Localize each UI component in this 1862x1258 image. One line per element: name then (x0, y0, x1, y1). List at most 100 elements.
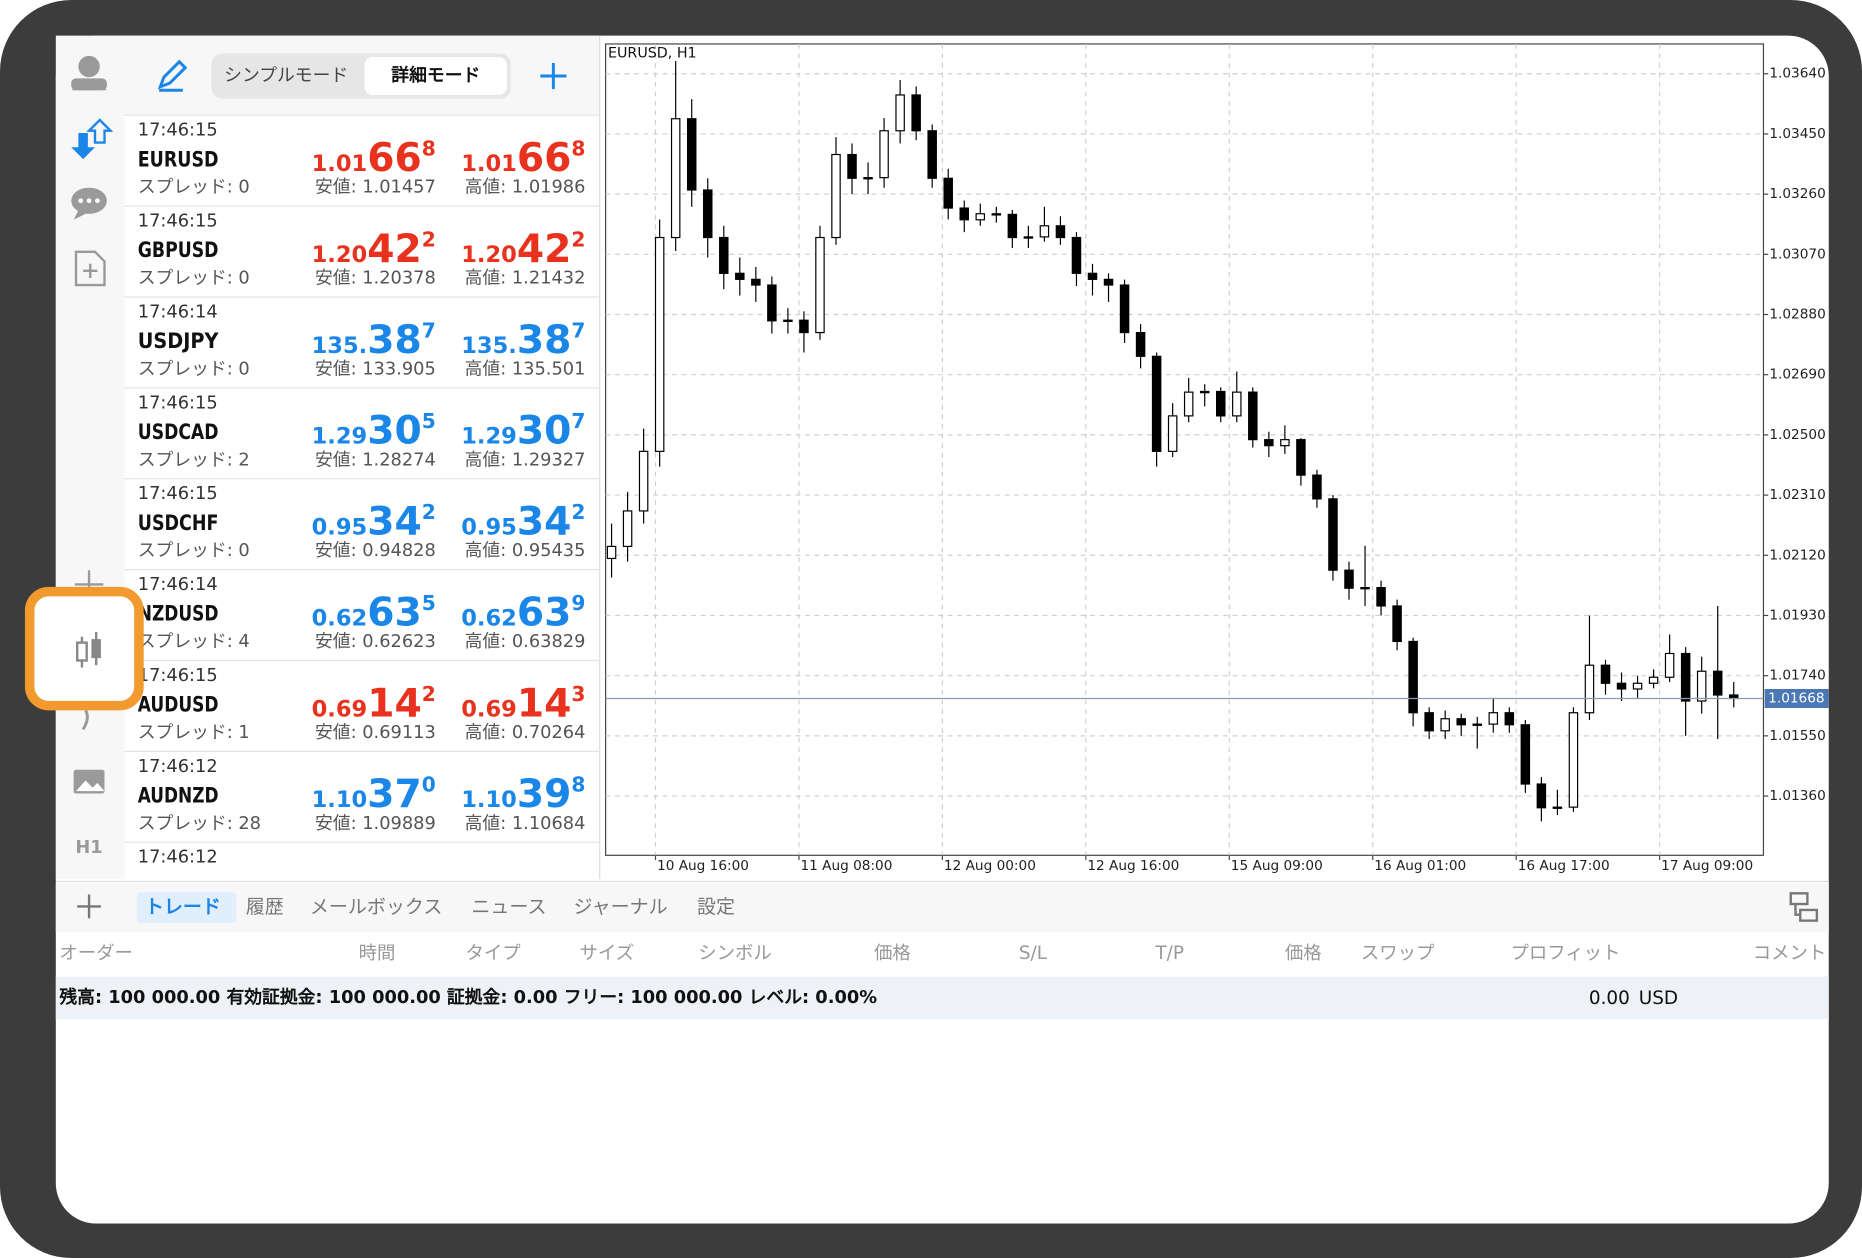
candle-body (1039, 225, 1050, 238)
currency: USD (1639, 988, 1678, 1009)
quote-spread: スプレッド: 0 (138, 540, 250, 561)
candle-body (1360, 587, 1370, 590)
quote-low: 安値: 0.94828 (315, 540, 436, 561)
price-sup: 8 (422, 137, 436, 161)
tab[interactable]: 履歴 (246, 896, 284, 918)
candle-body (1151, 355, 1162, 452)
gallery-icon[interactable] (73, 769, 105, 794)
quote-symbol: AUDUSD (138, 693, 219, 718)
price-prefix: 0.69 (312, 696, 368, 722)
candle-body (927, 130, 937, 179)
current-price-label: 1.01668 (1768, 690, 1824, 706)
quote-time: 17:46:15 (138, 665, 218, 686)
icon-part (76, 780, 105, 792)
quote-low: 安値: 1.20378 (315, 268, 436, 289)
x-tick-label: 12 Aug 16:00 (1087, 858, 1179, 874)
y-tick-label: 1.02120 (1769, 547, 1825, 563)
quote-time: 17:46:15 (138, 120, 218, 141)
price-sup: 2 (571, 500, 585, 524)
candle-body (815, 236, 825, 334)
price-prefix: 135. (312, 333, 368, 359)
chart-icon[interactable] (76, 631, 101, 668)
add-button[interactable] (77, 894, 101, 919)
candle-body (975, 213, 986, 221)
candle-body (1296, 439, 1306, 476)
quote-price: 0.69142 (312, 681, 436, 726)
mode-option[interactable]: 詳細モード (391, 64, 480, 86)
new-order-icon[interactable] (74, 250, 106, 287)
mode-option[interactable]: シンプルモード (224, 65, 348, 86)
candle-body (1264, 439, 1274, 447)
icon-part (95, 198, 100, 204)
price-big: 39 (517, 772, 572, 817)
quote-high: 高値: 1.29327 (465, 449, 586, 470)
quote-high: 高値: 1.10684 (465, 813, 586, 834)
quote-price: 1.10370 (312, 772, 436, 817)
quote-price: 135.387 (461, 318, 585, 363)
quote-symbol: USDCHF (138, 511, 219, 536)
layout-button[interactable] (1789, 892, 1819, 922)
tab[interactable]: ジャーナル (574, 896, 668, 918)
tab[interactable]: メールボックス (310, 896, 442, 918)
candle-body (1504, 712, 1515, 726)
quote-time: 17:46:15 (138, 392, 218, 413)
quote-low: 安値: 0.62623 (315, 631, 436, 652)
column-header: 時間 (359, 943, 396, 964)
x-tick-label: 11 Aug 08:00 (800, 858, 892, 874)
candle-body (783, 319, 793, 322)
icon-part (76, 641, 88, 662)
tab[interactable]: ニュース (471, 896, 546, 918)
tab[interactable]: 設定 (697, 896, 735, 918)
price-sup: 5 (422, 591, 436, 615)
timeframe-label: H1 (75, 837, 102, 858)
line-tool-icon[interactable] (81, 709, 89, 731)
y-tick-label: 1.03640 (1769, 66, 1825, 82)
quote-low: 安値: 0.69113 (315, 722, 436, 743)
candle-body (1616, 682, 1627, 690)
account-icon[interactable] (71, 55, 107, 91)
quote-high: 高値: 1.21432 (465, 268, 586, 289)
candle-body (1023, 236, 1034, 239)
quote-time: 17:46:14 (138, 301, 218, 322)
candle-body (1087, 272, 1098, 280)
quote-high: 高値: 0.63829 (465, 631, 586, 652)
candle-body (1712, 670, 1723, 696)
candle-body (1696, 670, 1707, 702)
price-prefix: 0.62 (461, 605, 517, 631)
price-sup: 2 (422, 227, 436, 251)
add-symbol-button[interactable] (540, 62, 567, 90)
candle-body (703, 189, 713, 239)
edit-button[interactable] (157, 59, 188, 92)
price-prefix: 1.29 (461, 424, 517, 450)
icon-part (74, 250, 106, 287)
chat-icon[interactable] (71, 187, 107, 220)
candle-body (1520, 724, 1531, 785)
quotes-icon[interactable] (71, 118, 114, 160)
candle-body (863, 177, 873, 180)
plot-frame (605, 43, 1765, 856)
quote-high: 高値: 0.95435 (465, 540, 586, 561)
candle-body (654, 236, 665, 452)
quote-price: 0.69143 (461, 681, 585, 726)
x-tick-label: 12 Aug 00:00 (944, 858, 1036, 874)
candle-body (879, 130, 889, 179)
candle-body (719, 236, 729, 274)
balance-bar (55, 976, 1829, 1020)
quote-symbol: NZDUSD (138, 602, 219, 627)
candle-body (622, 510, 633, 548)
tab[interactable]: トレード (145, 896, 221, 918)
quote-row[interactable]: 17:46:12 (124, 841, 600, 868)
quote-price: 135.387 (312, 318, 436, 363)
candle-body (1328, 498, 1338, 571)
quote-symbol: EURUSD (138, 147, 219, 172)
